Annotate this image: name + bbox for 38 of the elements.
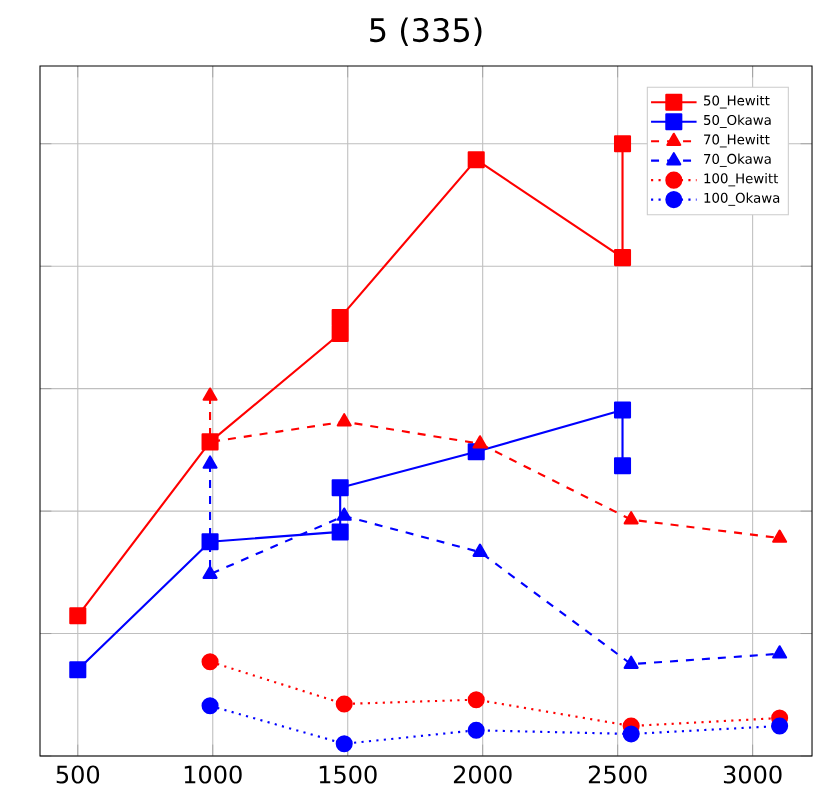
x-tick-label: 2500 <box>588 765 647 784</box>
point <box>335 695 353 713</box>
point <box>472 543 488 557</box>
point <box>331 325 349 343</box>
point <box>336 507 352 521</box>
point <box>467 151 485 169</box>
point <box>771 717 789 735</box>
point <box>623 655 639 669</box>
point <box>613 249 632 267</box>
point <box>467 721 485 739</box>
point <box>467 691 485 709</box>
point <box>613 135 632 153</box>
point <box>202 565 218 579</box>
point <box>772 645 788 659</box>
point <box>331 523 349 541</box>
point <box>335 735 353 753</box>
x-tick-label: 1500 <box>319 765 377 784</box>
point <box>622 725 640 743</box>
point <box>331 479 349 497</box>
point <box>201 533 219 551</box>
x-tick-label: 2000 <box>453 765 512 784</box>
point <box>613 401 632 419</box>
x-tick-label: 3000 <box>723 765 782 784</box>
point <box>336 413 352 427</box>
x-tick-label: 500 <box>56 765 100 784</box>
point <box>202 455 218 469</box>
point <box>472 435 488 449</box>
point <box>201 653 219 671</box>
point <box>772 529 788 543</box>
chart-title: 5 (335) <box>370 17 482 46</box>
point <box>202 387 218 401</box>
point <box>331 309 349 327</box>
point <box>69 661 87 679</box>
x-tick-label: 1000 <box>184 765 242 784</box>
point <box>69 607 87 625</box>
point <box>201 697 219 715</box>
point <box>613 457 632 475</box>
point <box>623 511 639 525</box>
